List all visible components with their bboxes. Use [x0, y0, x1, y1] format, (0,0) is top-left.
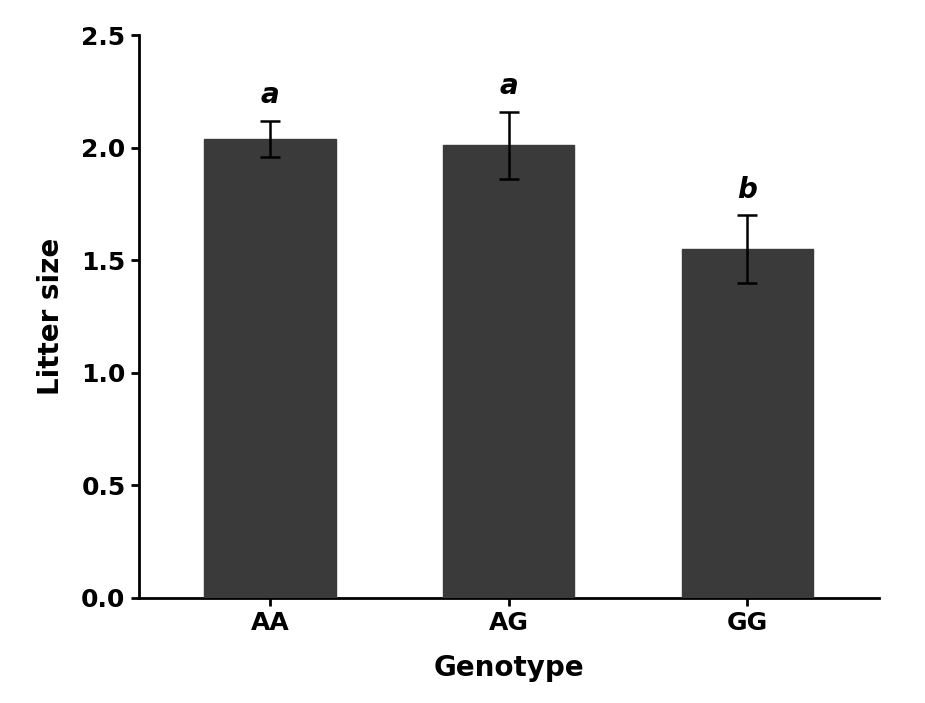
X-axis label: Genotype: Genotype — [434, 654, 584, 682]
Y-axis label: Litter size: Litter size — [36, 238, 65, 395]
Text: a: a — [261, 82, 279, 110]
Text: b: b — [737, 176, 758, 204]
Text: a: a — [500, 72, 518, 101]
Bar — [443, 146, 574, 598]
Bar — [682, 249, 813, 598]
Bar — [204, 138, 336, 598]
